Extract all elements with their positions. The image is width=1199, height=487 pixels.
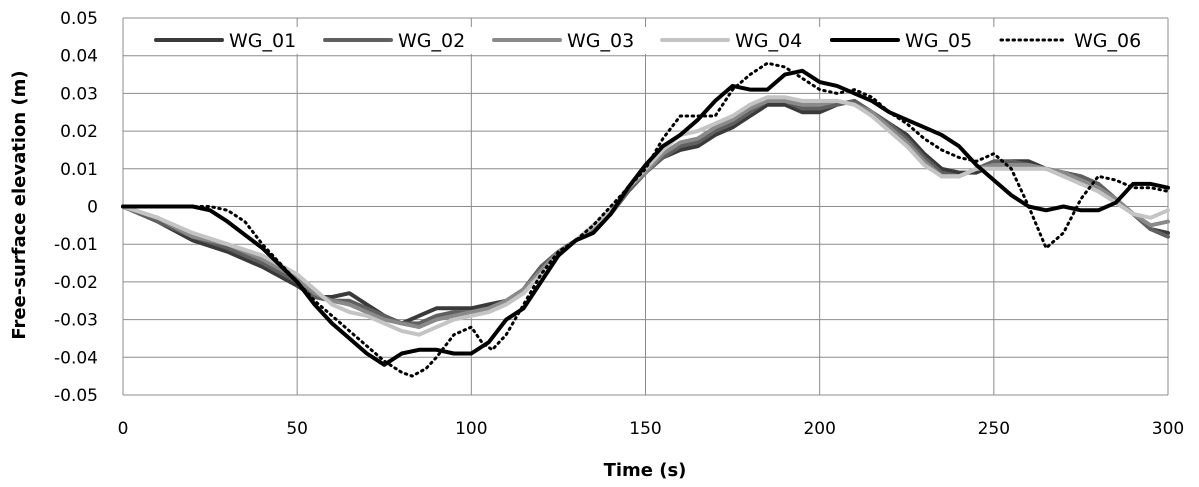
y-tick-label: -0.04 — [54, 348, 98, 368]
x-axis-title: Time (s) — [604, 460, 687, 481]
y-tick-label: -0.01 — [54, 235, 98, 255]
y-tick-label: 0.01 — [60, 160, 98, 180]
y-tick-label: -0.03 — [54, 311, 98, 331]
x-tick-label: 50 — [286, 419, 308, 439]
y-tick-label: -0.02 — [54, 273, 98, 293]
data-series — [121, 61, 1170, 378]
legend-background — [150, 27, 1160, 54]
legend-label: WG_02 — [398, 30, 465, 52]
y-tick-label: 0 — [87, 198, 98, 218]
y-tick-label: -0.05 — [54, 386, 98, 406]
grid-lines — [123, 17, 1169, 396]
x-tick-label: 100 — [455, 419, 487, 439]
series-line-wg-04 — [121, 95, 1170, 337]
x-tick-label: 0 — [118, 419, 129, 439]
legend-label: WG_06 — [1074, 30, 1141, 52]
axes: -0.05 -0.04 -0.03 -0.02 -0.01 0 0.01 0.02 0.03 0.… — [54, 9, 1184, 439]
x-tick-label: 300 — [1152, 419, 1184, 439]
series-line-wg-05 — [121, 68, 1170, 367]
legend-label: WG_04 — [735, 30, 802, 52]
legend-label: WG_05 — [905, 30, 972, 52]
x-tick-label: 200 — [803, 419, 835, 439]
legend-label: WG_01 — [229, 30, 296, 52]
legend-label: WG_03 — [567, 30, 634, 52]
y-tick-label: 0.05 — [60, 9, 98, 29]
y-tick-label: 0.03 — [60, 84, 98, 104]
legend: WG_01 WG_02 WG_03 WG_04 WG_05 WG_06 — [150, 27, 1160, 54]
y-tick-label: 0.04 — [60, 47, 98, 67]
x-tick-label: 250 — [978, 419, 1010, 439]
series-line-wg-02 — [121, 98, 1170, 326]
y-axis-title: Free-surface elevation (m) — [9, 70, 30, 339]
x-tick-label: 150 — [629, 419, 661, 439]
y-tick-label: 0.02 — [60, 122, 98, 142]
series-line-wg-06 — [121, 61, 1170, 378]
